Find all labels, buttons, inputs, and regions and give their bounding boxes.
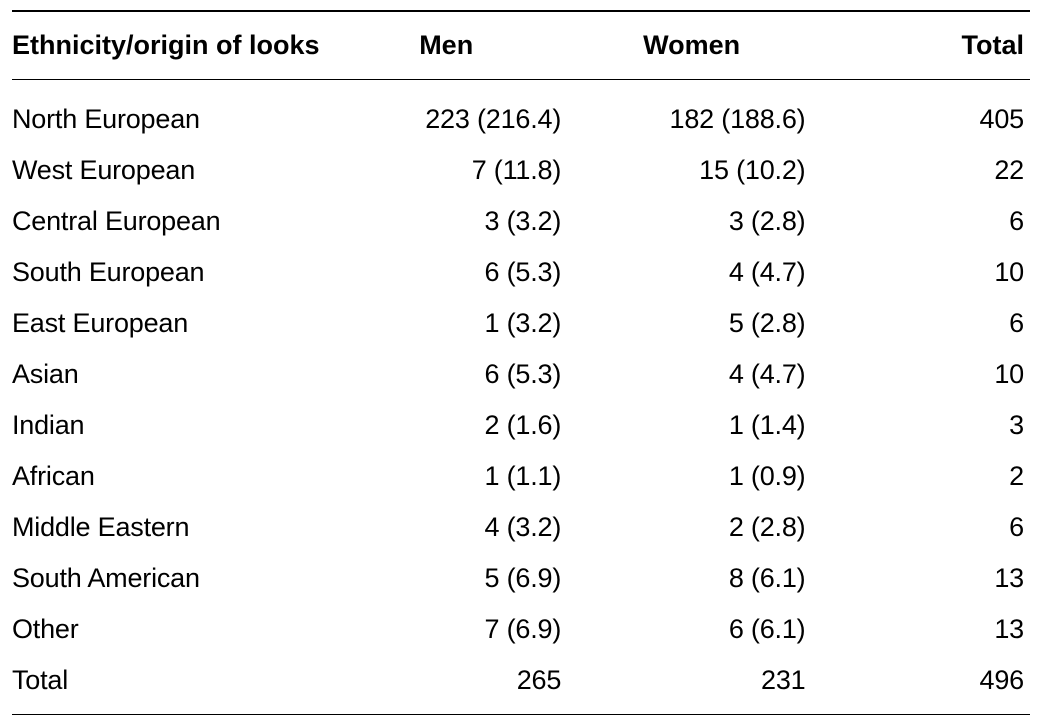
cell-total: 405: [887, 80, 1030, 146]
cell-men: 4 (3.2): [419, 502, 643, 553]
col-header-ethnicity: Ethnicity/origin of looks: [12, 11, 419, 80]
ethnicity-table: Ethnicity/origin of looks Men Women Tota…: [12, 10, 1030, 715]
table-header-row: Ethnicity/origin of looks Men Women Tota…: [12, 11, 1030, 80]
col-header-women: Women: [643, 11, 887, 80]
cell-total: 6: [887, 196, 1030, 247]
cell-women: 231: [643, 655, 887, 715]
table-row: South American 5 (6.9) 8 (6.1) 13: [12, 553, 1030, 604]
cell-women: 15 (10.2): [643, 145, 887, 196]
cell-men: 6 (5.3): [419, 247, 643, 298]
cell-label: Indian: [12, 400, 419, 451]
cell-label: Other: [12, 604, 419, 655]
cell-total: 6: [887, 298, 1030, 349]
cell-label: South American: [12, 553, 419, 604]
table-row: East European 1 (3.2) 5 (2.8) 6: [12, 298, 1030, 349]
cell-men: 265: [419, 655, 643, 715]
cell-men: 6 (5.3): [419, 349, 643, 400]
cell-total: 2: [887, 451, 1030, 502]
cell-women: 1 (1.4): [643, 400, 887, 451]
table-row: West European 7 (11.8) 15 (10.2) 22: [12, 145, 1030, 196]
cell-men: 223 (216.4): [419, 80, 643, 146]
cell-label: Central European: [12, 196, 419, 247]
cell-label: North European: [12, 80, 419, 146]
table-row: Other 7 (6.9) 6 (6.1) 13: [12, 604, 1030, 655]
table-row: African 1 (1.1) 1 (0.9) 2: [12, 451, 1030, 502]
cell-label: West European: [12, 145, 419, 196]
cell-men: 7 (11.8): [419, 145, 643, 196]
cell-men: 3 (3.2): [419, 196, 643, 247]
table-row: Middle Eastern 4 (3.2) 2 (2.8) 6: [12, 502, 1030, 553]
cell-total: 10: [887, 349, 1030, 400]
cell-women: 4 (4.7): [643, 247, 887, 298]
cell-total: 496: [887, 655, 1030, 715]
cell-men: 1 (3.2): [419, 298, 643, 349]
cell-total: 3: [887, 400, 1030, 451]
cell-men: 5 (6.9): [419, 553, 643, 604]
cell-women: 4 (4.7): [643, 349, 887, 400]
cell-total: 13: [887, 604, 1030, 655]
table-row: South European 6 (5.3) 4 (4.7) 10: [12, 247, 1030, 298]
cell-label: Total: [12, 655, 419, 715]
cell-men: 7 (6.9): [419, 604, 643, 655]
cell-label: South European: [12, 247, 419, 298]
cell-women: 1 (0.9): [643, 451, 887, 502]
cell-total: 10: [887, 247, 1030, 298]
cell-women: 8 (6.1): [643, 553, 887, 604]
cell-label: Asian: [12, 349, 419, 400]
col-header-total: Total: [887, 11, 1030, 80]
cell-label: Middle Eastern: [12, 502, 419, 553]
cell-men: 2 (1.6): [419, 400, 643, 451]
cell-women: 6 (6.1): [643, 604, 887, 655]
cell-total: 6: [887, 502, 1030, 553]
cell-total: 13: [887, 553, 1030, 604]
cell-men: 1 (1.1): [419, 451, 643, 502]
cell-label: African: [12, 451, 419, 502]
table-row: Central European 3 (3.2) 3 (2.8) 6: [12, 196, 1030, 247]
cell-women: 182 (188.6): [643, 80, 887, 146]
table-row: North European 223 (216.4) 182 (188.6) 4…: [12, 80, 1030, 146]
cell-women: 3 (2.8): [643, 196, 887, 247]
cell-label: East European: [12, 298, 419, 349]
cell-total: 22: [887, 145, 1030, 196]
cell-women: 5 (2.8): [643, 298, 887, 349]
table-row-total: Total 265 231 496: [12, 655, 1030, 715]
col-header-men: Men: [419, 11, 643, 80]
cell-women: 2 (2.8): [643, 502, 887, 553]
table-row: Indian 2 (1.6) 1 (1.4) 3: [12, 400, 1030, 451]
table-row: Asian 6 (5.3) 4 (4.7) 10: [12, 349, 1030, 400]
